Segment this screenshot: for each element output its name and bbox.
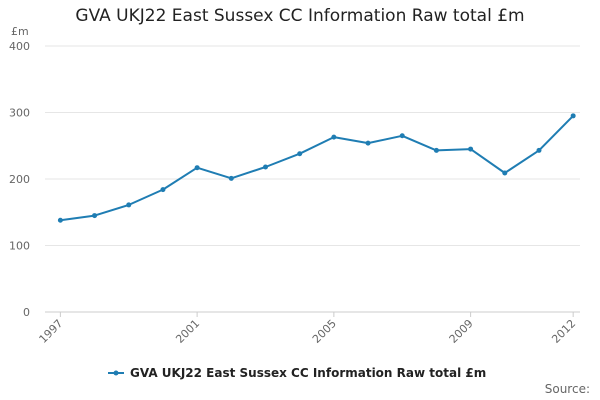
x-tick-label: 2001 — [173, 317, 202, 346]
data-point — [536, 147, 542, 153]
y-tick-label: 200 — [9, 173, 30, 186]
grid-lines — [45, 45, 580, 313]
legend: GVA UKJ22 East Sussex CC Information Raw… — [108, 366, 486, 380]
data-point — [399, 133, 405, 139]
data-point — [194, 165, 200, 171]
data-point — [570, 113, 576, 119]
data-point — [126, 202, 132, 208]
x-tick-label: 1997 — [37, 317, 66, 346]
y-tick-label: 400 — [9, 40, 30, 53]
data-point — [433, 147, 439, 153]
y-axis: 0 100 200 300 400 £m — [9, 25, 30, 319]
data-point — [331, 134, 337, 140]
data-point — [57, 217, 63, 223]
series-line — [60, 115, 574, 222]
data-point — [502, 170, 508, 176]
x-axis: 1997 2001 2005 2009 2012 — [37, 312, 578, 346]
x-tick-label: 2005 — [310, 317, 339, 346]
data-point — [297, 151, 303, 157]
y-axis-unit-label: £m — [11, 25, 29, 38]
y-tick-label: 0 — [23, 306, 30, 319]
x-tick-label: 2012 — [549, 317, 578, 346]
data-point — [160, 187, 166, 193]
data-point — [228, 175, 234, 181]
data-point — [365, 140, 371, 146]
source-label: Source: — [544, 382, 590, 396]
legend-label: GVA UKJ22 East Sussex CC Information Raw… — [130, 366, 486, 380]
y-tick-label: 100 — [9, 240, 30, 253]
data-point — [468, 146, 474, 152]
data-point — [92, 213, 98, 219]
data-point — [262, 164, 268, 170]
series-layer — [57, 113, 576, 223]
legend-swatch-marker — [113, 370, 119, 376]
x-tick-label: 2009 — [447, 317, 476, 346]
y-tick-label: 300 — [9, 107, 30, 120]
chart-title: GVA UKJ22 East Sussex CC Information Raw… — [75, 6, 525, 26]
